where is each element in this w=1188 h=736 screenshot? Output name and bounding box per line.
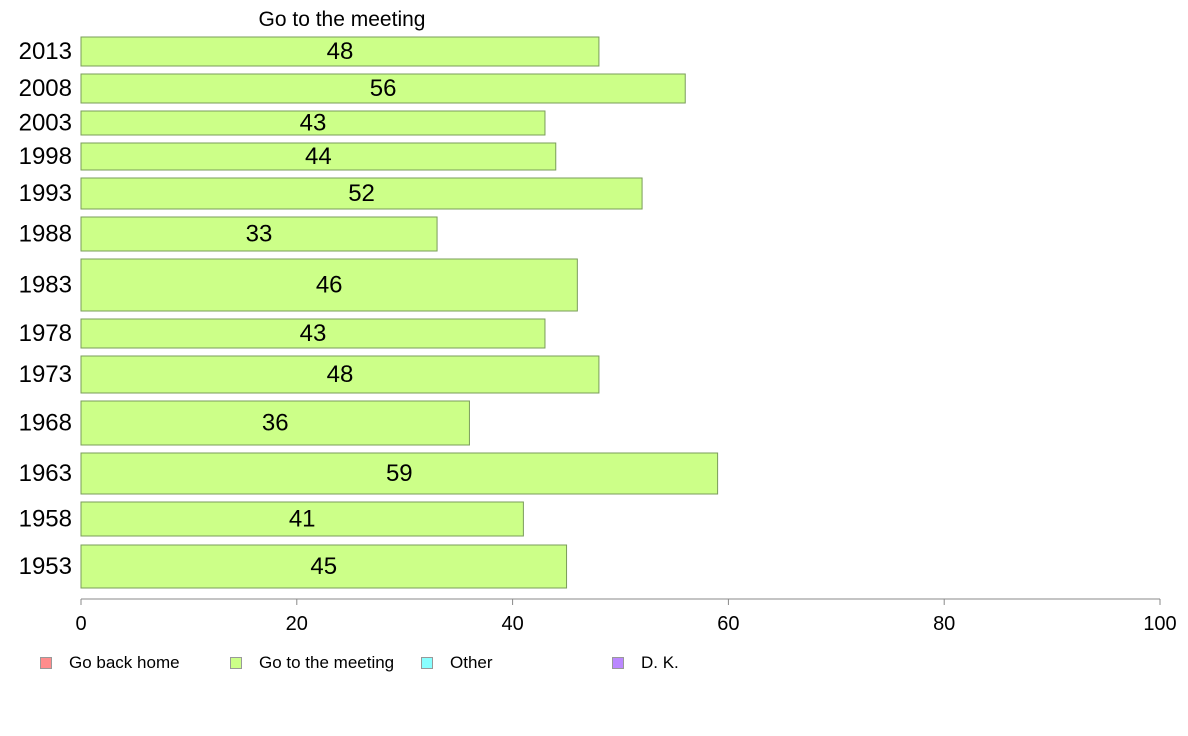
- legend-label: Other: [450, 653, 493, 672]
- value-label-1988: 33: [246, 220, 273, 247]
- category-label-1958: 1958: [19, 505, 72, 532]
- legend-swatch: [421, 657, 433, 669]
- x-tick-label-60: 60: [717, 613, 739, 635]
- bar-2003: [80, 110, 546, 136]
- category-label-1988: 1988: [19, 220, 72, 247]
- legend-label: D. K.: [641, 653, 679, 672]
- category-label-1983: 1983: [19, 271, 72, 298]
- category-label-2003: 2003: [19, 109, 72, 136]
- bar-1968: [80, 400, 470, 446]
- bar-1958: [80, 501, 524, 537]
- category-label-1973: 1973: [19, 361, 72, 388]
- x-tick-label-100: 100: [1143, 613, 1176, 635]
- legend: Go back home Go to the meeting Other D. K.: [40, 652, 1140, 674]
- x-axis: 0 20 40 60 80 100: [75, 598, 1177, 635]
- bar-2013: [80, 36, 600, 67]
- value-label-1993: 52: [348, 180, 375, 207]
- bar-chart: Go to the meeting 2013 48 2008 56 2003 43 1998…: [19, 8, 1177, 635]
- legend-swatch: [230, 657, 242, 669]
- legend-item-d-k: D. K.: [612, 652, 679, 674]
- x-tick-label-80: 80: [933, 613, 955, 635]
- value-label-1958: 41: [289, 505, 316, 532]
- value-label-1963: 59: [386, 460, 413, 487]
- value-label-1983: 46: [316, 271, 343, 298]
- category-label-1968: 1968: [19, 409, 72, 436]
- category-label-2013: 2013: [19, 38, 72, 65]
- bar-1953: [80, 544, 568, 589]
- value-label-2013: 48: [327, 38, 354, 65]
- category-label-1978: 1978: [19, 320, 72, 347]
- legend-label: Go back home: [69, 653, 180, 672]
- bar-1998: [80, 142, 557, 171]
- series-title: Go to the meeting: [259, 8, 426, 31]
- bar-2008: [80, 73, 686, 104]
- value-label-1953: 45: [310, 553, 337, 580]
- bar-1973: [80, 355, 600, 394]
- value-label-2003: 43: [300, 109, 327, 136]
- value-label-1968: 36: [262, 409, 289, 436]
- category-label-1998: 1998: [19, 143, 72, 170]
- category-label-1953: 1953: [19, 553, 72, 580]
- bar-1978: [80, 318, 546, 349]
- legend-item-other: Other: [421, 652, 493, 674]
- category-label-1963: 1963: [19, 460, 72, 487]
- legend-swatch: [612, 657, 624, 669]
- legend-swatch: [40, 657, 52, 669]
- legend-item-go-to-the-meeting: Go to the meeting: [230, 652, 394, 674]
- category-label-2008: 2008: [19, 75, 72, 102]
- value-label-1978: 43: [300, 320, 327, 347]
- value-label-1998: 44: [305, 143, 332, 170]
- category-label-1993: 1993: [19, 180, 72, 207]
- bars-group: 2013 48 2008 56 2003 43 1998 44 1993 52 1988 33 1983…: [19, 36, 719, 589]
- x-tick-label-0: 0: [75, 613, 86, 635]
- legend-item-go-back-home: Go back home: [40, 652, 180, 674]
- legend-label: Go to the meeting: [259, 653, 395, 672]
- bar-1988: [80, 216, 438, 252]
- bar-1993: [80, 177, 643, 210]
- bar-1983: [80, 258, 578, 312]
- x-tick-label-20: 20: [286, 613, 308, 635]
- value-label-1973: 48: [327, 361, 354, 388]
- bar-1963: [80, 452, 719, 495]
- value-label-2008: 56: [370, 75, 397, 102]
- x-tick-label-40: 40: [501, 613, 523, 635]
